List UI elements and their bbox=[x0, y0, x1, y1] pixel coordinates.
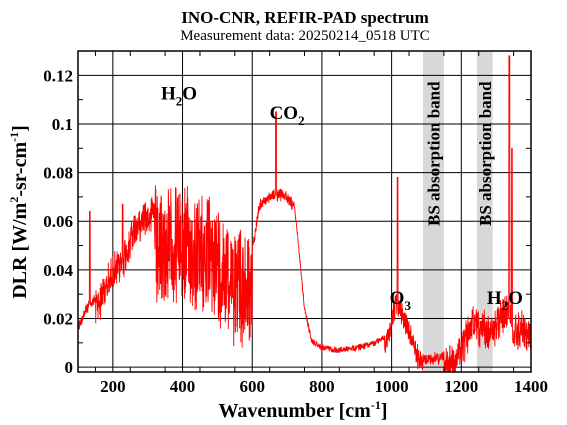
x-axis-title: Wavenumber [cm-1] bbox=[218, 398, 387, 422]
molecule-label-sub: 2 bbox=[298, 113, 305, 128]
x-tick-label: 1000 bbox=[375, 377, 409, 396]
x-tick-label: 1200 bbox=[444, 377, 478, 396]
x-tick-label: 200 bbox=[100, 377, 126, 396]
y-tick-label: 0 bbox=[65, 358, 74, 377]
y-tick-label: 0.12 bbox=[43, 66, 73, 85]
absorption-band-label: BS absorption band bbox=[424, 81, 443, 226]
absorption-band-label: BS absorption band bbox=[476, 81, 495, 226]
x-axis-title-end: ] bbox=[381, 400, 388, 422]
molecule-label-main: O bbox=[390, 288, 405, 309]
y-axis-title: DLR [W/m2-sr-cm-1] bbox=[7, 125, 31, 299]
absorption-band bbox=[422, 51, 444, 372]
chart-title: INO-CNR, REFIR-PAD spectrum bbox=[181, 8, 429, 27]
spectrum-line bbox=[77, 55, 532, 373]
molecule-label-end: O bbox=[182, 84, 197, 105]
molecule-label-sub: 3 bbox=[404, 298, 411, 313]
band-layer bbox=[422, 51, 493, 372]
y-axis-title-end: ] bbox=[9, 125, 31, 132]
band-label-layer: BS absorption band BS absorption band bbox=[424, 81, 494, 226]
x-tick-label: 400 bbox=[170, 377, 196, 396]
molecule-label: CO2 bbox=[270, 103, 305, 128]
y-tick-label: 0.02 bbox=[43, 310, 73, 329]
molecule-label-main: H bbox=[161, 84, 176, 105]
y-axis-title-main: DLR [W/m bbox=[9, 202, 31, 298]
y-axis-title-sup1: 2 bbox=[7, 197, 21, 203]
absorption-band bbox=[476, 51, 493, 372]
molecule-label: H2O bbox=[161, 84, 197, 109]
plot-frame bbox=[77, 50, 532, 373]
series-layer bbox=[77, 55, 532, 373]
x-axis-title-sup: -1 bbox=[371, 398, 381, 412]
molecule-label-main: H bbox=[487, 288, 502, 309]
molecule-label-main: CO bbox=[270, 103, 299, 124]
molecule-label-sub: 2 bbox=[176, 94, 183, 109]
y-tick-label: 0.04 bbox=[43, 261, 73, 280]
y-tick-label: 0.08 bbox=[43, 164, 73, 183]
molecule-label-end: O bbox=[508, 288, 523, 309]
x-tick-label: 800 bbox=[309, 377, 335, 396]
tick-layer: 200 400 600 800 1000 1200 1400 0 0.02 0.04 0.06 0.0… bbox=[43, 51, 548, 396]
y-tick-label: 0.06 bbox=[43, 212, 73, 231]
x-axis-title-main: Wavenumber [cm bbox=[218, 400, 371, 422]
y-axis-title-sup2: -1 bbox=[7, 132, 21, 142]
y-axis-title-mid: -sr-cm bbox=[9, 142, 31, 197]
chart-subtitle: Measurement data: 20250214_0518 UTC bbox=[180, 28, 430, 44]
molecule-label-sub: 2 bbox=[502, 298, 509, 313]
x-tick-label: 600 bbox=[239, 377, 265, 396]
y-tick-label: 0.1 bbox=[52, 115, 73, 134]
x-tick-label: 1400 bbox=[514, 377, 548, 396]
molecule-label: H2O bbox=[487, 288, 523, 313]
molecule-label: O3 bbox=[390, 288, 412, 313]
